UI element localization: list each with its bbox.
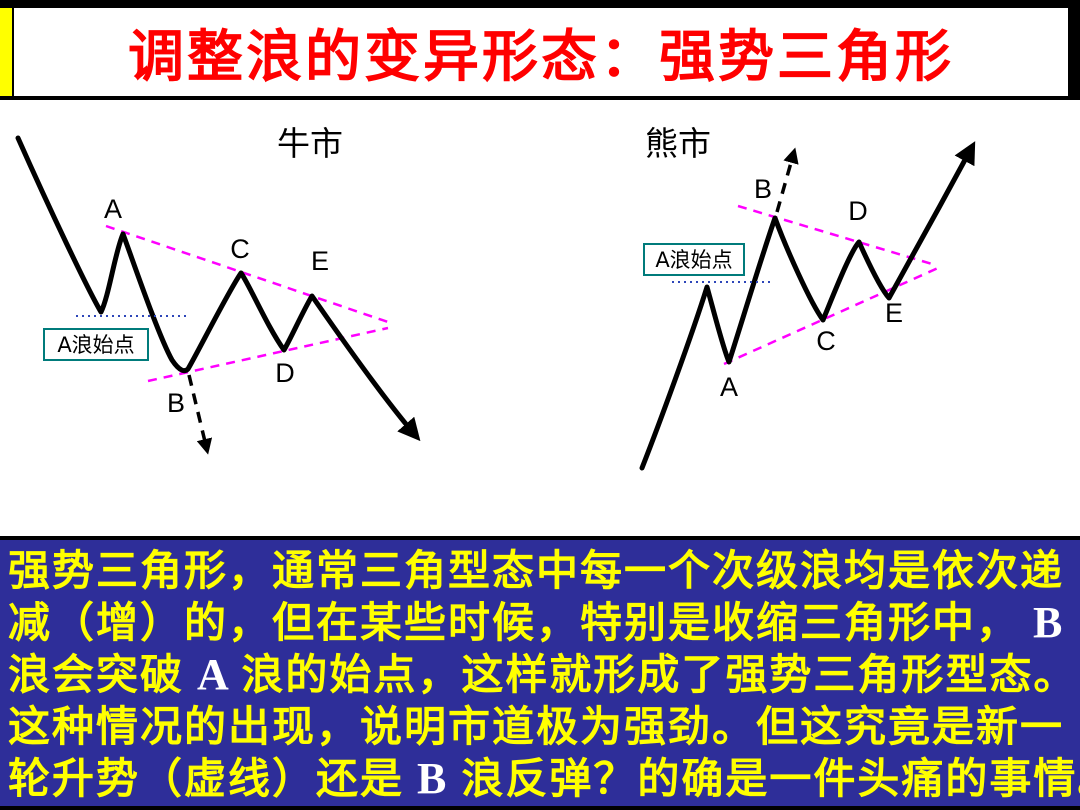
bear-lower-trendline xyxy=(723,266,939,366)
bear-wave-label-d: D xyxy=(848,196,868,226)
explanation-text-segment: 浪会突破 xyxy=(8,650,185,699)
bull-b-wave-dashed-arrow xyxy=(187,374,213,455)
bear-a-start-annotation-box xyxy=(643,243,745,276)
triangle-diagrams: 牛市 A浪始点 A B C D E xyxy=(15,124,976,471)
bull-a-start-annotation-label: A浪始点 xyxy=(57,333,134,357)
bull-price-curve xyxy=(15,135,421,442)
bull-wave-label-a: A xyxy=(104,194,122,224)
explanation-panel: 强势三角形，通常三角型态中每一个次级浪均是依次递 减（增）的，但在某些时候，特别是… xyxy=(0,540,1080,806)
bear-upper-trendline xyxy=(737,204,933,266)
explanation-latin-segment: A xyxy=(184,650,242,699)
bear-wave-label-e: E xyxy=(885,298,903,328)
explanation-text-segment: 浪反弹？的确是一件头痛的事情。 xyxy=(461,754,1080,803)
title-banner: 调整浪的变异形态：强势三角形 xyxy=(14,8,1068,96)
bear-diagram: 熊市 A浪始点 A B C D E xyxy=(639,124,976,471)
bear-price-curve xyxy=(639,141,976,471)
explanation-latin-segment: B xyxy=(404,754,462,803)
page-title: 调整浪的变异形态：强势三角形 xyxy=(128,24,954,90)
bull-a-start-annotation-box xyxy=(43,328,149,361)
explanation-latin-segment: B xyxy=(1020,598,1065,647)
bull-wave-label-b: B xyxy=(167,388,185,418)
bear-wave-label-a: A xyxy=(720,372,738,402)
explanation-text-segment: 浪的始点，这样就形成了强势三角形型态。 xyxy=(241,650,1078,699)
explanation-text-segment: 这种情况的出现，说明市道极为强劲。但这究竟是新一 xyxy=(8,702,1065,751)
banner-accent xyxy=(0,8,12,96)
diagram-area: 牛市 A浪始点 A B C D E xyxy=(0,100,1080,536)
explanation-line: 轮升势（虚线）还是 B 浪反弹？的确是一件头痛的事情。 xyxy=(8,753,1080,805)
explanation-text-segment: 轮升势（虚线）还是 xyxy=(8,754,405,803)
bear-market-label: 熊市 xyxy=(645,124,711,163)
bull-diagram: 牛市 A浪始点 A B C D E xyxy=(15,124,421,455)
bull-upper-trendline xyxy=(105,224,389,324)
explanation-line: 减（增）的，但在某些时候，特别是收缩三角形中， B xyxy=(8,597,1072,649)
bull-market-label: 牛市 xyxy=(277,124,343,163)
explanation-line: 这种情况的出现，说明市道极为强劲。但这究竟是新一 xyxy=(8,701,1072,753)
bull-wave-label-c: C xyxy=(230,234,250,264)
explanation-line: 强势三角形，通常三角型态中每一个次级浪均是依次递 xyxy=(8,545,1072,597)
bull-wave-label-e: E xyxy=(311,246,329,276)
explanation-text-segment: 减（增）的，但在某些时候，特别是收缩三角形中， xyxy=(8,598,1021,647)
explanation-line: 浪会突破 A 浪的始点，这样就形成了强势三角形型态。 xyxy=(8,649,1075,701)
bear-b-wave-dashed-arrow xyxy=(775,147,799,213)
bear-a-start-annotation-label: A浪始点 xyxy=(655,248,732,272)
explanation-text-segment: 强势三角形，通常三角型态中每一个次级浪均是依次递 xyxy=(8,546,1065,595)
bear-wave-label-c: C xyxy=(816,326,836,356)
bull-wave-label-d: D xyxy=(275,358,295,388)
bear-wave-label-b: B xyxy=(754,174,772,204)
